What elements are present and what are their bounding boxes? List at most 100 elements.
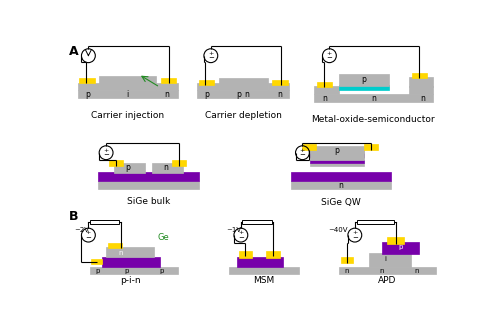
Bar — [102, 257, 160, 267]
Text: n: n — [118, 250, 123, 256]
Bar — [108, 243, 122, 248]
Text: i: i — [126, 90, 129, 99]
Text: −: − — [326, 55, 332, 61]
Bar — [317, 82, 332, 87]
Text: −: − — [86, 234, 91, 241]
Text: SiGe bulk: SiGe bulk — [127, 197, 170, 206]
Text: Metal-oxide-semiconductor: Metal-oxide-semiconductor — [312, 115, 435, 124]
Text: n: n — [345, 267, 350, 274]
Bar — [338, 85, 388, 89]
Text: p: p — [125, 163, 130, 172]
Bar — [197, 90, 290, 98]
Bar — [408, 77, 434, 87]
Text: p: p — [160, 267, 164, 274]
Text: MSM: MSM — [254, 276, 274, 285]
Bar — [106, 247, 154, 257]
Text: n: n — [420, 94, 425, 102]
Bar — [98, 172, 198, 181]
Text: ~2V: ~2V — [74, 227, 90, 233]
Bar — [357, 221, 394, 224]
Text: n: n — [371, 94, 376, 102]
Bar — [242, 221, 272, 224]
Text: Ge: Ge — [158, 233, 170, 242]
Bar — [98, 181, 198, 189]
Text: +: + — [327, 51, 332, 56]
Bar — [310, 146, 364, 158]
Bar — [412, 73, 427, 78]
Text: p: p — [96, 267, 100, 274]
Bar — [408, 87, 434, 94]
Bar — [310, 153, 364, 157]
Bar — [78, 90, 178, 98]
Text: A: A — [69, 45, 79, 58]
Bar — [161, 78, 176, 83]
Text: n: n — [338, 181, 344, 190]
Bar — [314, 87, 338, 94]
Bar — [90, 267, 178, 274]
Text: p: p — [236, 90, 241, 99]
Text: p: p — [398, 245, 402, 250]
Text: n: n — [244, 90, 248, 99]
Text: −: − — [103, 152, 109, 158]
Bar — [172, 161, 186, 166]
Bar — [314, 94, 434, 102]
Bar — [230, 267, 298, 274]
Bar — [341, 257, 353, 263]
Text: p: p — [124, 267, 129, 274]
Bar — [237, 257, 283, 267]
Text: n: n — [322, 94, 327, 102]
Bar — [310, 157, 364, 160]
Bar — [99, 77, 156, 90]
Text: p: p — [204, 90, 210, 99]
Bar — [78, 83, 99, 90]
Text: n: n — [164, 90, 170, 99]
Bar — [266, 251, 280, 258]
Text: SiGe QW: SiGe QW — [321, 197, 361, 206]
Text: −: − — [352, 234, 358, 241]
Bar — [90, 221, 119, 224]
Bar — [92, 259, 102, 264]
Text: −: − — [300, 152, 306, 158]
Bar — [338, 74, 388, 86]
Bar — [387, 237, 404, 244]
Text: n: n — [380, 267, 384, 274]
Text: Carrier injection: Carrier injection — [91, 111, 164, 120]
Text: +: + — [86, 230, 91, 235]
Text: p: p — [361, 75, 366, 84]
Bar — [382, 242, 418, 254]
Bar — [310, 160, 364, 163]
Bar — [368, 253, 411, 267]
Text: p: p — [85, 90, 90, 99]
Bar — [302, 144, 316, 150]
Text: n: n — [277, 90, 282, 99]
Text: +: + — [208, 51, 214, 56]
Text: p: p — [334, 146, 340, 155]
Text: +: + — [104, 148, 108, 153]
Bar — [291, 172, 391, 181]
Text: −: − — [238, 234, 244, 241]
Text: n: n — [164, 163, 168, 172]
Bar — [238, 251, 252, 258]
Text: ~1V: ~1V — [226, 227, 242, 233]
Bar — [114, 163, 144, 173]
Bar — [79, 78, 94, 83]
Text: APD: APD — [378, 276, 396, 285]
Text: +: + — [238, 230, 244, 235]
Bar — [364, 144, 378, 150]
Text: Carrier depletion: Carrier depletion — [204, 111, 282, 120]
Bar — [291, 181, 391, 189]
Text: −: − — [208, 55, 214, 61]
Text: +: + — [300, 148, 305, 153]
Bar — [310, 163, 364, 166]
Bar — [268, 83, 289, 90]
Bar — [109, 161, 123, 166]
Text: +: + — [352, 230, 358, 235]
Text: p-i-n: p-i-n — [120, 276, 141, 285]
Text: B: B — [69, 210, 78, 223]
Text: ~40V: ~40V — [328, 227, 347, 233]
Bar — [198, 79, 214, 85]
Bar — [197, 83, 218, 90]
Text: n: n — [414, 267, 418, 274]
Bar — [310, 151, 364, 153]
Bar — [218, 78, 268, 90]
